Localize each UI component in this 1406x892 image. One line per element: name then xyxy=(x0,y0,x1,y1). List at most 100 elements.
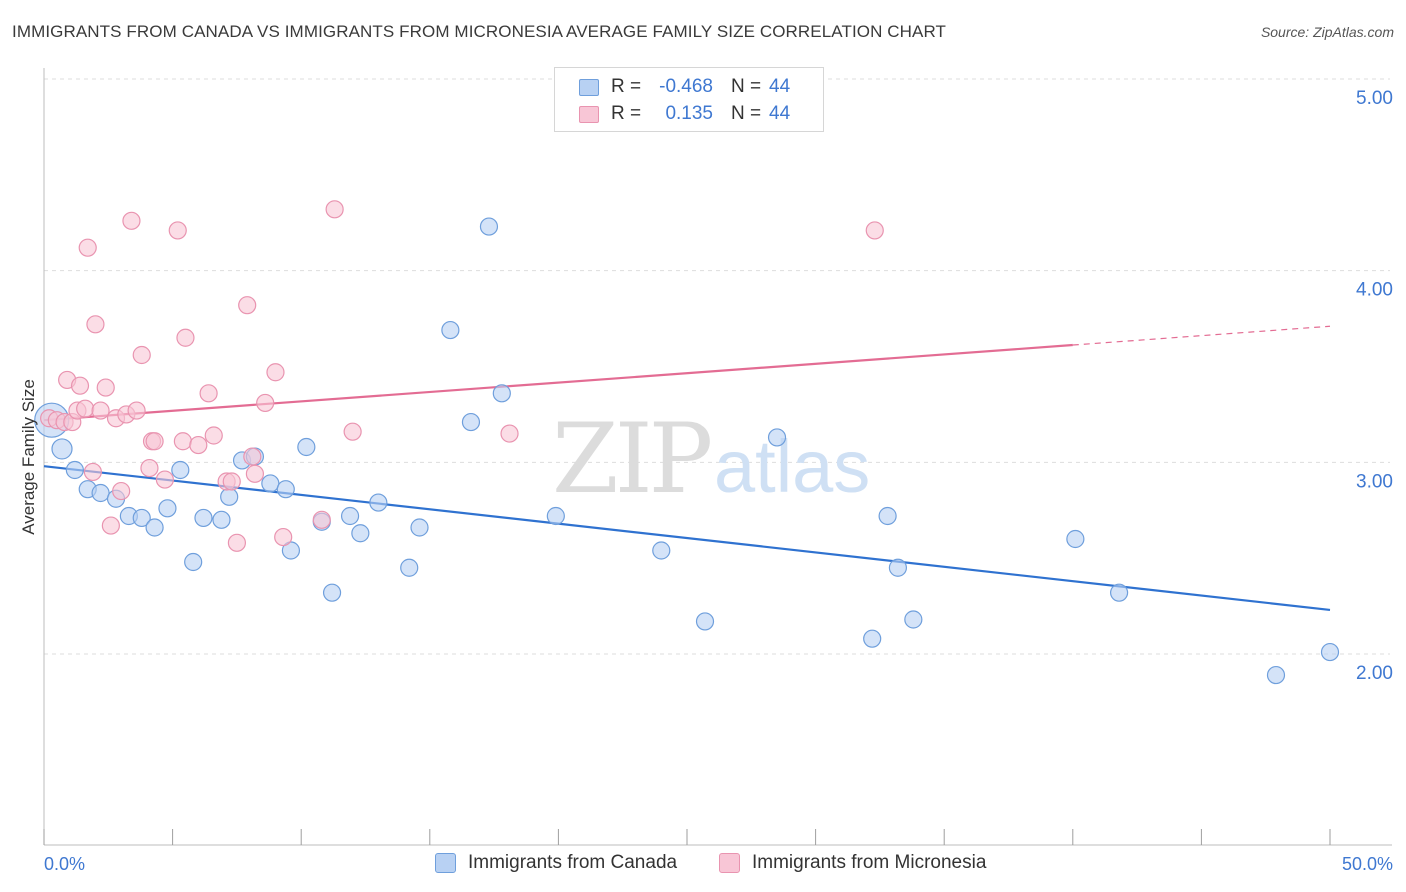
micronesia-point xyxy=(140,458,159,478)
canada-point xyxy=(261,474,280,493)
points-layer xyxy=(34,200,1340,685)
canada-point xyxy=(546,506,565,526)
canada-point xyxy=(145,518,164,537)
canada-point xyxy=(322,583,342,602)
canada-point xyxy=(863,629,882,648)
canada-point xyxy=(171,460,190,480)
correlation-legend: R = -0.468 N = 44 R = 0.135 N = 44 xyxy=(554,67,824,132)
legend-item-canada: Immigrants from Canada xyxy=(435,852,677,874)
micronesia-swatch xyxy=(579,105,599,123)
canada-swatch xyxy=(579,78,599,96)
x-tick-label: 0.0% xyxy=(44,854,85,874)
x-tick-label: 50.0% xyxy=(1342,854,1393,874)
y-tick-label: 2.00 xyxy=(1356,663,1393,684)
micronesia-point xyxy=(199,384,218,403)
micronesia-point xyxy=(274,527,293,547)
canada-point xyxy=(888,558,908,577)
canada-point xyxy=(91,483,110,503)
n-label: N = xyxy=(731,76,762,97)
watermark-zip: ZIP xyxy=(552,403,711,515)
canada-point xyxy=(652,541,671,560)
micronesia-point xyxy=(78,238,97,257)
canada-point xyxy=(212,510,231,529)
micronesia-point xyxy=(83,462,102,482)
canada-point xyxy=(194,508,213,528)
micronesia-point xyxy=(204,426,223,445)
chart-title: IMMIGRANTS FROM CANADA VS IMMIGRANTS FRO… xyxy=(12,22,947,41)
micronesia-point xyxy=(122,211,141,230)
canada-point xyxy=(695,612,715,631)
r-value: -0.468 xyxy=(659,76,713,97)
canada-point xyxy=(492,384,511,403)
canada-point xyxy=(878,506,897,526)
n-value: 44 xyxy=(769,103,791,124)
micronesia-point xyxy=(101,516,120,535)
canada-point xyxy=(65,460,84,480)
canada-point xyxy=(340,506,360,526)
axis-layer: 2.00 3.00 4.00 5.00 0.0% 50.0% xyxy=(43,68,1393,874)
micronesia-point xyxy=(256,393,275,413)
legend-label-micronesia: Immigrants from Micronesia xyxy=(752,852,987,873)
micronesia-point xyxy=(155,470,174,489)
canada-point xyxy=(351,524,370,543)
micronesia-point xyxy=(222,472,241,491)
micronesia-point xyxy=(227,533,246,552)
canada-point xyxy=(220,487,239,506)
canada-point xyxy=(158,499,177,518)
canada-point xyxy=(51,438,73,460)
canada-point xyxy=(281,541,301,560)
canada-point xyxy=(1066,529,1085,549)
micronesia-point xyxy=(132,345,151,365)
y-tick-label: 5.00 xyxy=(1356,88,1393,109)
micronesia-point xyxy=(243,447,262,466)
legend-label-canada: Immigrants from Canada xyxy=(468,852,678,873)
legend-item-micronesia: Immigrants from Micronesia xyxy=(719,852,986,874)
r-label: R = xyxy=(611,103,642,124)
micronesia-point xyxy=(245,464,265,483)
micronesia-point xyxy=(76,399,95,418)
micronesia-point xyxy=(91,401,110,420)
y-tick-label: 3.00 xyxy=(1356,471,1393,492)
micronesia-point xyxy=(238,296,257,315)
trend-line xyxy=(43,343,1073,422)
micronesia-point xyxy=(127,401,146,420)
n-value: 44 xyxy=(769,76,791,97)
legend-row-micronesia: R = 0.135 N = 44 xyxy=(579,102,790,126)
canada-point xyxy=(369,493,388,512)
micronesia-point xyxy=(112,481,131,501)
grid-layer xyxy=(44,78,1390,655)
canada-point xyxy=(461,412,481,432)
canada-point xyxy=(767,428,787,447)
micronesia-swatch xyxy=(719,853,740,873)
canada-swatch xyxy=(435,853,456,873)
y-axis-label: Average Family Size xyxy=(19,379,38,535)
canada-point xyxy=(400,558,419,577)
micronesia-point xyxy=(500,424,519,443)
r-value: 0.135 xyxy=(665,103,713,124)
micronesia-point xyxy=(189,435,208,455)
source-label: Source: ZipAtlas.com xyxy=(1260,24,1394,40)
micronesia-point xyxy=(145,432,164,451)
canada-point xyxy=(904,610,923,629)
canada-point xyxy=(1109,583,1129,602)
watermark-atlas: atlas xyxy=(714,425,870,508)
canada-point xyxy=(276,480,295,499)
canada-point xyxy=(132,508,151,528)
canada-point xyxy=(410,518,429,537)
micronesia-point xyxy=(96,378,115,397)
micronesia-point xyxy=(343,422,362,441)
micronesia-point xyxy=(325,200,344,219)
y-tick-label: 4.00 xyxy=(1356,280,1393,301)
micronesia-point xyxy=(70,376,90,395)
canada-point xyxy=(1320,642,1340,662)
canada-point xyxy=(479,217,499,236)
micronesia-point xyxy=(312,510,331,529)
canada-point xyxy=(184,552,203,572)
watermark: ZIP atlas xyxy=(552,403,870,515)
micronesia-point xyxy=(173,432,192,451)
n-label: N = xyxy=(731,103,762,124)
trend-line-extension xyxy=(1072,325,1331,346)
micronesia-point xyxy=(865,221,884,240)
micronesia-point xyxy=(168,221,187,240)
